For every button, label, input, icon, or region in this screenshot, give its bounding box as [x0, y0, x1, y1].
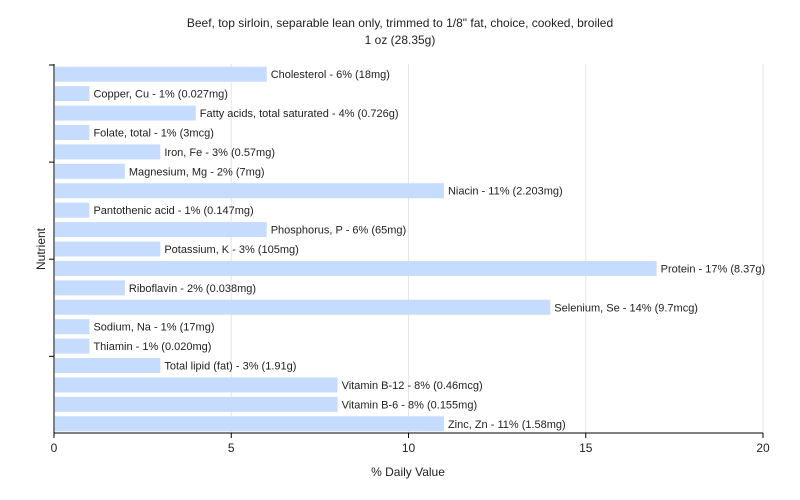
bar: [55, 416, 444, 432]
bar-label: Copper, Cu - 1% (0.027mg): [93, 89, 228, 101]
bar: [55, 163, 125, 179]
bar-label: Riboflavin - 2% (0.038mg): [129, 283, 256, 295]
bar: [55, 377, 338, 393]
bar-label: Magnesium, Mg - 2% (7mg): [129, 166, 265, 178]
bar-label: Vitamin B-6 - 8% (0.155mg): [342, 399, 478, 411]
x-tick-label: 5: [228, 441, 235, 455]
bar: [55, 144, 161, 160]
bar: [55, 241, 161, 257]
bar-label: Zinc, Zn - 11% (1.58mg): [448, 419, 566, 431]
bar: [55, 202, 90, 218]
x-tick-label: 20: [756, 441, 770, 455]
x-tick-label: 0: [51, 441, 58, 455]
bar-label: Potassium, K - 3% (105mg): [164, 244, 299, 256]
bar-label: Vitamin B-12 - 8% (0.46mcg): [342, 380, 483, 392]
grid-lines: [230, 64, 764, 433]
bar-label: Selenium, Se - 14% (9.7mcg): [554, 302, 698, 314]
x-tick-label: 10: [402, 441, 416, 455]
x-axis-label: % Daily Value: [371, 465, 445, 479]
bar: [55, 260, 657, 276]
bar-label: Iron, Fe - 3% (0.57mg): [164, 147, 275, 159]
bar: [55, 396, 338, 412]
x-tick-label: 15: [579, 441, 593, 455]
bar-label: Sodium, Na - 1% (17mg): [93, 322, 214, 334]
bar-label: Pantothenic acid - 1% (0.147mg): [93, 205, 253, 217]
bar-label: Phosphorus, P - 6% (65mg): [271, 225, 407, 237]
chart-subtitle: 1 oz (28.35g): [365, 33, 436, 47]
bar: [55, 86, 90, 102]
bar-label: Fatty acids, total saturated - 4% (0.726…: [200, 108, 399, 120]
chart-title: Beef, top sirloin, separable lean only, …: [187, 16, 613, 30]
y-axis-label: Nutrient: [34, 227, 48, 270]
bar: [55, 183, 444, 199]
bar: [55, 124, 90, 140]
bar: [55, 222, 267, 238]
bar: [55, 66, 267, 82]
bar-label: Total lipid (fat) - 3% (1.91g): [164, 361, 296, 373]
bar-label: Folate, total - 1% (3mcg): [93, 127, 213, 139]
bar: [55, 338, 90, 354]
bar: [55, 299, 551, 315]
bar: [55, 358, 161, 374]
bar: [55, 319, 90, 335]
bar: [55, 280, 125, 296]
bar-label: Cholesterol - 6% (18mg): [271, 69, 390, 81]
bars: Cholesterol - 6% (18mg) Copper, Cu - 1% (…: [55, 66, 766, 432]
bar-label: Thiamin - 1% (0.020mg): [93, 341, 211, 353]
bar: [55, 105, 196, 121]
bar-label: Niacin - 11% (2.203mg): [448, 186, 563, 198]
bar-label: Protein - 17% (8.37g): [661, 263, 766, 275]
axes: 0 5 10 15 20: [49, 64, 770, 455]
